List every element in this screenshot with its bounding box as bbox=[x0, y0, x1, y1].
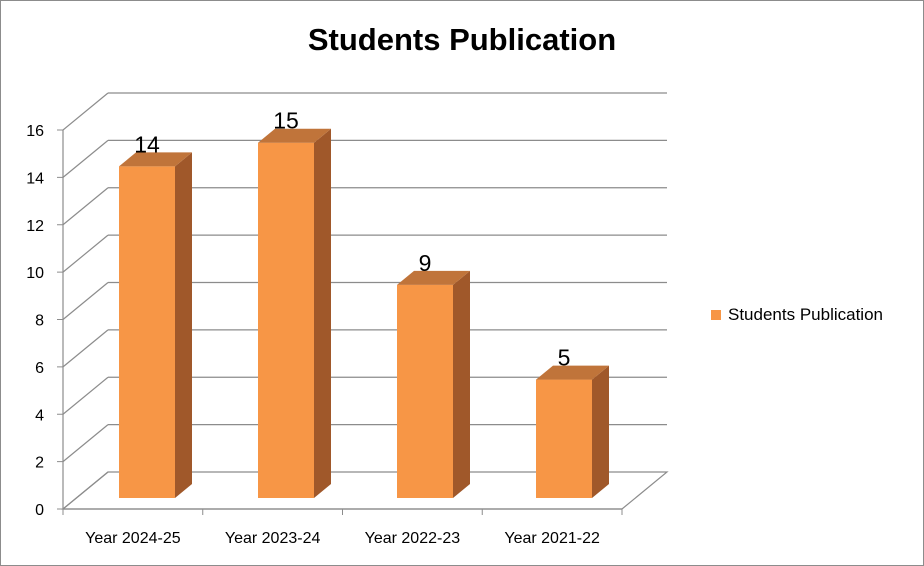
chart-title: Students Publication bbox=[307, 22, 617, 57]
gridline-side bbox=[62, 329, 109, 368]
gridline-side bbox=[62, 234, 109, 273]
bar-side bbox=[314, 128, 331, 498]
y-tick-label: 6 bbox=[35, 360, 44, 377]
gridline-side bbox=[62, 424, 109, 463]
bar-top bbox=[536, 365, 609, 380]
data-label: 14 bbox=[134, 131, 160, 157]
x-tick-label: Year 2022-23 bbox=[365, 530, 461, 547]
gridline-side bbox=[62, 376, 109, 415]
y-tick-label: 2 bbox=[35, 455, 44, 472]
bar-side bbox=[175, 152, 192, 498]
bar bbox=[119, 166, 175, 498]
y-tick-label: 16 bbox=[26, 123, 44, 140]
bar-top bbox=[397, 270, 470, 285]
gridline-side bbox=[62, 92, 109, 131]
bar-side bbox=[592, 365, 609, 498]
data-label: 15 bbox=[273, 108, 299, 134]
data-label: 5 bbox=[558, 345, 571, 371]
x-tick-label: Year 2024-25 bbox=[85, 530, 181, 547]
y-tick-label: 12 bbox=[26, 218, 44, 235]
y-tick-label: 4 bbox=[35, 407, 44, 424]
legend-swatch bbox=[711, 310, 721, 320]
data-label: 9 bbox=[419, 250, 432, 276]
bar-top bbox=[119, 152, 192, 167]
bar-side bbox=[453, 270, 470, 498]
y-tick-label: 10 bbox=[26, 265, 44, 282]
bar bbox=[397, 284, 453, 498]
bar-top bbox=[258, 128, 331, 143]
legend: Students Publication bbox=[711, 305, 883, 325]
bar bbox=[258, 142, 314, 498]
gridline-side bbox=[62, 187, 109, 226]
gridline-side bbox=[62, 139, 109, 178]
y-tick-label: 8 bbox=[35, 313, 44, 330]
y-tick-label: 14 bbox=[26, 170, 44, 187]
x-tick-label: Year 2023-24 bbox=[225, 530, 321, 547]
x-tick-label: Year 2021-22 bbox=[504, 530, 600, 547]
y-tick-label: 0 bbox=[35, 502, 44, 519]
legend-label: Students Publication bbox=[728, 305, 883, 324]
gridline-side bbox=[62, 282, 109, 320]
bar bbox=[536, 379, 592, 498]
